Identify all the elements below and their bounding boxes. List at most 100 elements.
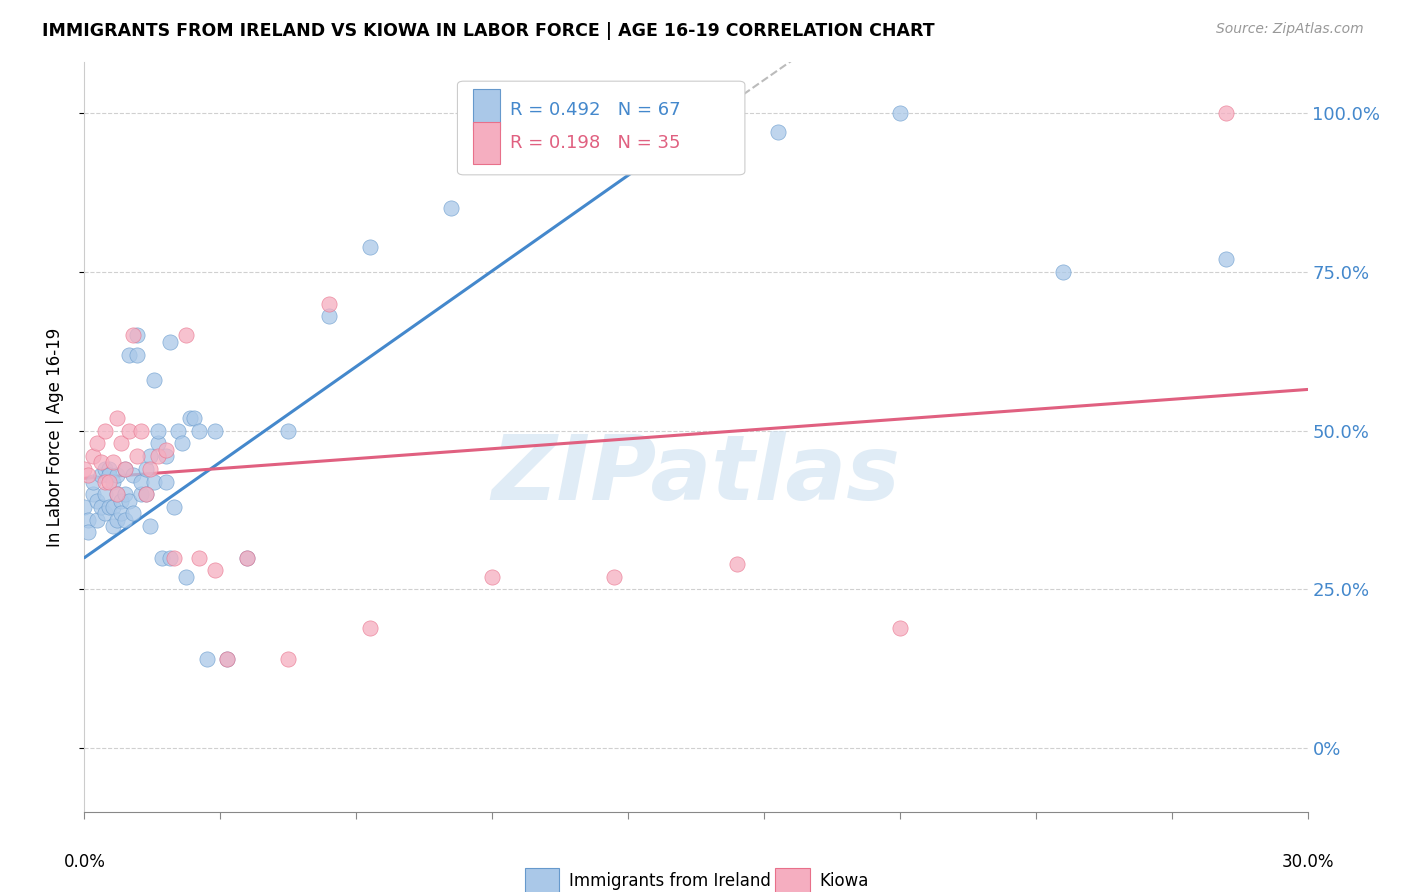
FancyBboxPatch shape	[474, 88, 501, 130]
Point	[101, 500, 124, 514]
Point	[236, 550, 259, 565]
Point	[122, 328, 145, 343]
Point	[97, 468, 120, 483]
Point	[93, 462, 115, 476]
Text: R = 0.492   N = 67: R = 0.492 N = 67	[510, 101, 681, 119]
Point	[122, 468, 145, 483]
Point	[86, 436, 108, 450]
Point	[889, 106, 911, 120]
Point	[105, 468, 128, 483]
Point	[135, 487, 157, 501]
Point	[86, 493, 108, 508]
Point	[127, 328, 149, 343]
Point	[150, 550, 173, 565]
Point	[122, 506, 145, 520]
Point	[101, 475, 124, 489]
Y-axis label: In Labor Force | Age 16-19: In Labor Force | Age 16-19	[45, 327, 63, 547]
Text: IMMIGRANTS FROM IRELAND VS KIOWA IN LABOR FORCE | AGE 16-19 CORRELATION CHART: IMMIGRANTS FROM IRELAND VS KIOWA IN LABO…	[42, 22, 935, 40]
Point	[105, 411, 128, 425]
Point	[889, 621, 911, 635]
FancyBboxPatch shape	[474, 122, 501, 163]
FancyBboxPatch shape	[776, 868, 810, 892]
Point	[93, 475, 115, 489]
Point	[127, 449, 149, 463]
Point	[90, 500, 112, 514]
Point	[82, 475, 104, 489]
Point	[110, 436, 132, 450]
Point	[146, 424, 169, 438]
Point	[603, 570, 626, 584]
Text: Immigrants from Ireland: Immigrants from Ireland	[569, 872, 770, 890]
Point	[277, 652, 299, 666]
Point	[110, 506, 132, 520]
Point	[118, 347, 141, 361]
Point	[146, 436, 169, 450]
Point	[77, 525, 100, 540]
Point	[97, 475, 120, 489]
Point	[217, 652, 239, 666]
Point	[93, 487, 115, 501]
Point	[174, 328, 197, 343]
Point	[159, 334, 181, 349]
Point	[155, 442, 177, 457]
Point	[93, 424, 115, 438]
Point	[131, 424, 153, 438]
Point	[86, 513, 108, 527]
Point	[1215, 106, 1237, 120]
Text: ZIPatlas: ZIPatlas	[492, 431, 900, 518]
Point	[236, 550, 259, 565]
Point	[142, 475, 165, 489]
Point	[725, 557, 748, 571]
Point	[1215, 252, 1237, 267]
Point	[97, 500, 120, 514]
Point	[359, 621, 381, 635]
Point	[146, 449, 169, 463]
Text: R = 0.198   N = 35: R = 0.198 N = 35	[510, 135, 681, 153]
Point	[114, 487, 136, 501]
Point	[90, 455, 112, 469]
Point	[82, 449, 104, 463]
Point	[318, 310, 340, 324]
Point	[135, 462, 157, 476]
Point	[93, 506, 115, 520]
Point	[90, 468, 112, 483]
Point	[163, 500, 186, 514]
Point	[159, 550, 181, 565]
FancyBboxPatch shape	[524, 868, 560, 892]
Point	[174, 570, 197, 584]
Point	[359, 239, 381, 253]
Point	[766, 125, 789, 139]
Point	[131, 487, 153, 501]
Point	[114, 513, 136, 527]
Point	[318, 297, 340, 311]
Text: 30.0%: 30.0%	[1281, 854, 1334, 871]
Point	[204, 424, 226, 438]
Point	[110, 493, 132, 508]
Point	[101, 455, 124, 469]
Point	[217, 652, 239, 666]
Point	[138, 462, 160, 476]
Point	[77, 468, 100, 483]
Point	[1052, 265, 1074, 279]
Point	[155, 475, 177, 489]
Point	[440, 202, 463, 216]
Point	[73, 462, 96, 476]
Point	[195, 652, 218, 666]
Point	[105, 487, 128, 501]
Point	[603, 138, 626, 153]
Point	[114, 462, 136, 476]
Point	[481, 570, 503, 584]
Point	[97, 462, 120, 476]
Point	[118, 424, 141, 438]
Point	[127, 347, 149, 361]
Text: Source: ZipAtlas.com: Source: ZipAtlas.com	[1216, 22, 1364, 37]
Point	[105, 487, 128, 501]
Point	[183, 411, 205, 425]
Point	[172, 436, 194, 450]
Point	[155, 449, 177, 463]
Point	[277, 424, 299, 438]
Point	[179, 411, 201, 425]
Point	[138, 449, 160, 463]
Point	[187, 550, 209, 565]
FancyBboxPatch shape	[457, 81, 745, 175]
